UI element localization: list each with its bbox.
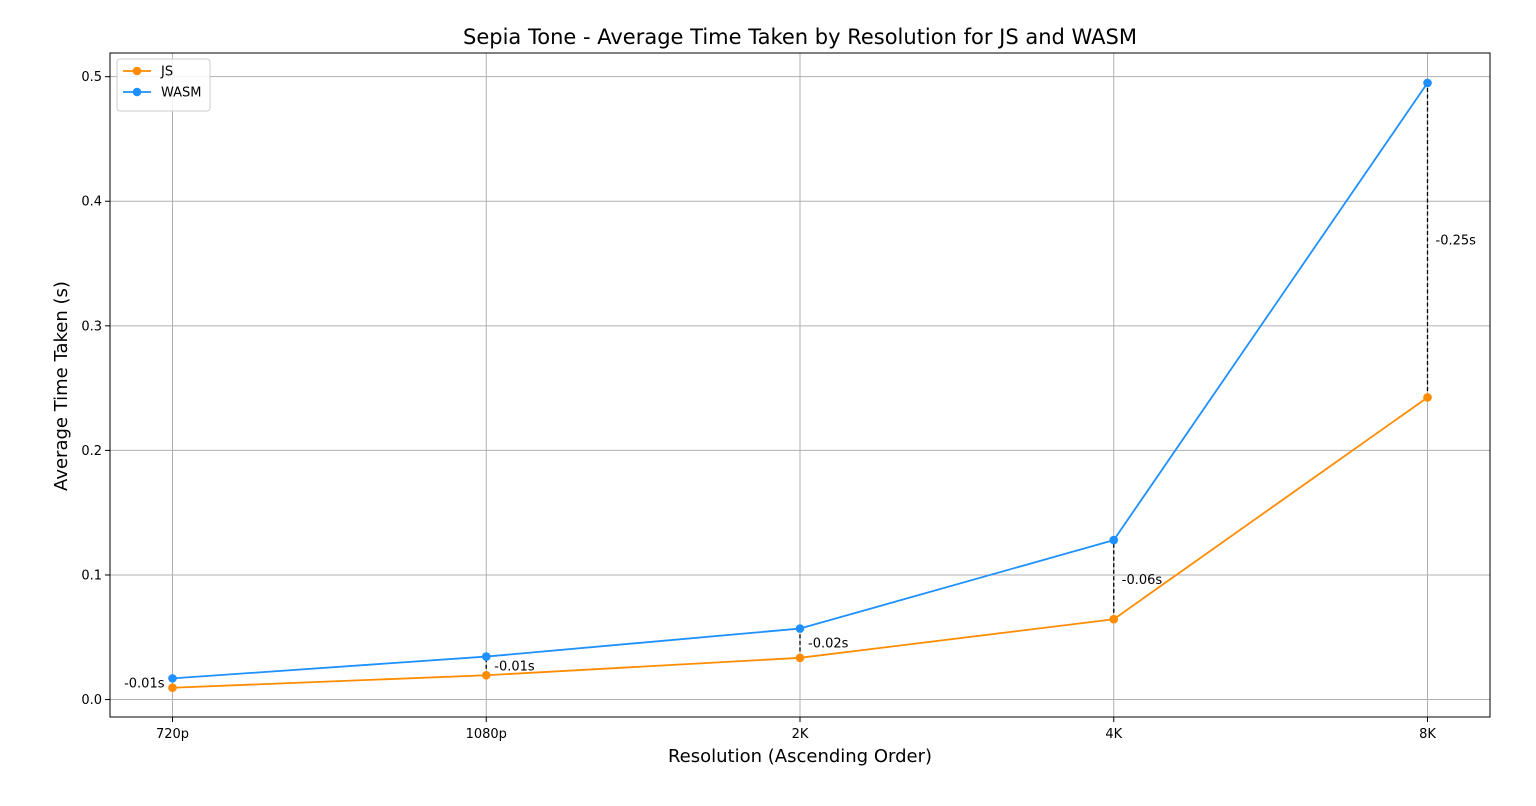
y-tick-label: 0.5 [81,70,102,85]
y-tick-label: 0.1 [81,568,102,583]
difference-label: -0.01s [124,677,165,692]
series-layer [168,78,1432,693]
x-tick-label: 8K [1419,727,1436,742]
x-tick-label: 2K [792,727,809,742]
x-tick-label: 4K [1105,727,1122,742]
grid [110,53,1490,717]
data-point-js [795,653,805,663]
x-axis-label: Resolution (Ascending Order) [668,746,932,767]
difference-labels: -0.01s -0.01s -0.02s -0.06s -0.25s [124,234,1476,692]
difference-label: -0.02s [808,637,849,652]
y-tick-label: 0.4 [81,195,102,210]
difference-label: -0.06s [1122,573,1163,588]
y-tick-label: 0.0 [81,693,102,708]
legend-swatch-marker [132,66,142,76]
data-point-js [481,670,491,680]
data-point-wasm [795,624,805,633]
data-point-js [1109,614,1119,624]
data-point-wasm [481,652,491,661]
y-tick-label: 0.3 [81,319,102,334]
data-point-js [1423,393,1432,402]
x-axis-ticks: 720p 1080p 2K 4K 8K [156,717,1436,742]
series-wasm [168,78,1432,683]
data-point-js [168,683,177,693]
data-point-wasm [1423,78,1432,88]
y-axis-ticks: 0.0 0.1 0.2 0.3 0.4 0.5 [81,70,110,708]
y-axis-label: Average Time Taken (s) [51,281,72,491]
legend-entry-js: JS [123,65,173,80]
legend-label: WASM [161,86,202,101]
x-tick-label: 1080p [466,727,507,742]
difference-label: -0.25s [1436,234,1477,249]
x-tick-label: 720p [156,727,189,742]
legend-entry-wasm: WASM [123,86,202,101]
legend-label: JS [160,65,173,80]
chart-title: Sepia Tone - Average Time Taken by Resol… [463,25,1137,49]
y-tick-label: 0.2 [81,444,102,459]
data-point-wasm [168,674,177,683]
legend: JS WASM [116,58,211,112]
series-js [168,393,1432,693]
difference-label: -0.01s [494,659,535,674]
legend-swatch-marker [132,87,142,97]
data-point-wasm [1109,535,1119,545]
